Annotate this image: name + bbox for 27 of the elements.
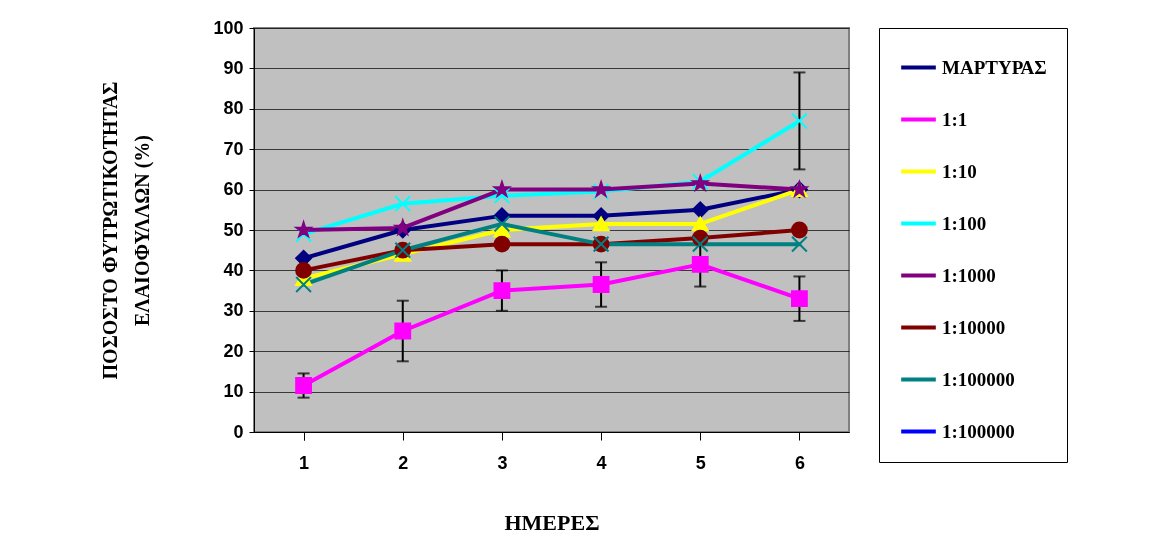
legend-label: 1:1000 — [942, 264, 996, 286]
y-tick-label: 90 — [223, 57, 244, 78]
y-tick-label: 0 — [233, 421, 244, 442]
y-tick-label: 100 — [213, 17, 244, 38]
y-tick-label: 40 — [223, 259, 244, 280]
legend-label: 1:100000 — [942, 368, 1015, 390]
legend-label: ΜΑΡΤΥΡΑΣ — [942, 56, 1047, 78]
y-tick-label: 30 — [223, 300, 244, 321]
legend-label: 1:100 — [942, 212, 987, 234]
legend-label: 1:10000 — [942, 316, 1006, 338]
y-tick-label: 10 — [223, 381, 244, 402]
x-axis-title: ΗΜΕΡΕΣ — [504, 509, 600, 535]
y-axis-title: ΠΟΣΟΣΤΟ ΦΥΤΡΩΤΙΚΟΤΗΤΑΣ ΕΛΑΙΟΦΥΛΛΩΝ (%) — [99, 81, 155, 380]
x-tick-label: 1 — [299, 452, 310, 473]
x-tick-label: 2 — [398, 452, 409, 473]
legend-label: 1:10 — [942, 160, 977, 182]
y-tick-label: 60 — [223, 179, 244, 200]
x-tick-label: 4 — [596, 452, 607, 473]
y-tick-label: 50 — [223, 219, 244, 240]
legend-label: 1:1 — [942, 108, 968, 130]
x-tick-label: 3 — [497, 452, 508, 473]
legend-label: 1:100000 — [942, 420, 1015, 442]
x-tick-label: 5 — [695, 452, 706, 473]
y-tick-label: 80 — [223, 98, 244, 119]
y-tick-label: 20 — [223, 340, 244, 361]
x-tick-label: 6 — [794, 452, 805, 473]
y-tick-label: 70 — [223, 138, 244, 159]
